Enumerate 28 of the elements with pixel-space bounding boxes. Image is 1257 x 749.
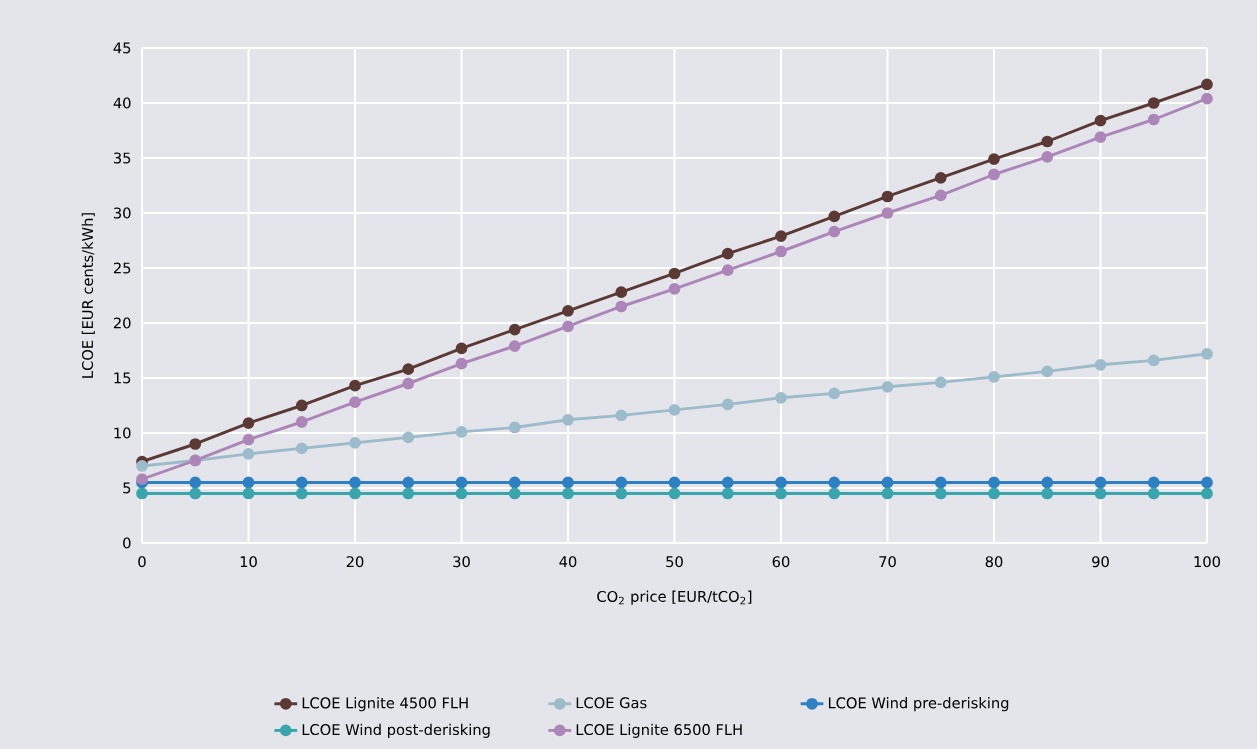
legend-label: LCOE Wind post-derisking — [302, 723, 490, 738]
legend-label: LCOE Lignite 6500 FLH — [576, 723, 742, 738]
x-axis-title: CO$_{2}$ price [EUR/tCO$_{2}$] — [597, 590, 752, 605]
y-axis-title: LCOE [EUR cents/kWh] — [81, 213, 95, 378]
y-tick-label: 15 — [114, 372, 131, 384]
x-tick-label: 70 — [879, 556, 896, 568]
x-tick-label: 30 — [453, 556, 470, 568]
y-tick-label: 10 — [114, 427, 131, 439]
y-tick-label: 40 — [113, 97, 131, 109]
x-tick-label: 20 — [346, 556, 364, 568]
x-tick-label: 80 — [985, 556, 1003, 568]
y-tick-label: 25 — [113, 262, 131, 274]
y-tick-label: 5 — [123, 482, 131, 494]
y-tick-label: 0 — [123, 537, 131, 549]
x-tick-label: 90 — [1092, 556, 1109, 568]
x-tick-label: 100 — [1194, 556, 1220, 568]
x-tick-label: 60 — [772, 556, 790, 568]
y-tick-label: 30 — [113, 207, 131, 219]
legend-label: LCOE Wind pre-derisking — [828, 697, 1009, 712]
legend-label: LCOE Gas — [576, 697, 647, 709]
x-tick-label: 10 — [240, 556, 257, 568]
legend-label: LCOE Lignite 4500 FLH — [302, 697, 468, 712]
y-tick-label: 35 — [113, 152, 131, 164]
x-tick-label: 50 — [666, 556, 683, 568]
y-tick-label: 45 — [113, 42, 131, 54]
x-tick-label: 40 — [559, 556, 577, 568]
x-tick-label: 0 — [138, 556, 146, 568]
y-tick-label: 20 — [113, 317, 131, 329]
